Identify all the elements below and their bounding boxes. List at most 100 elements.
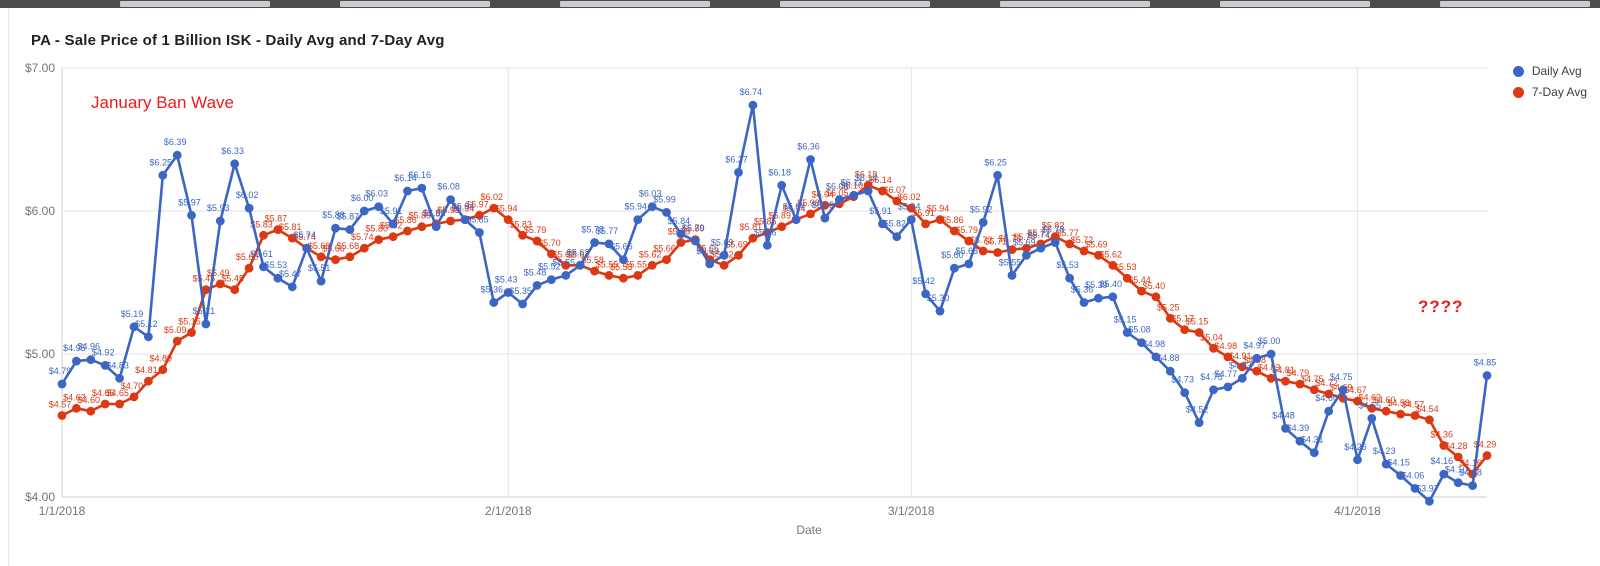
point-value-label: $4.92: [92, 347, 115, 357]
data-point: [489, 203, 499, 213]
point-value-label: $4.96: [78, 342, 101, 352]
data-point: [950, 226, 959, 236]
point-value-label: $5.95: [812, 200, 835, 210]
point-value-label: $4.23: [1373, 446, 1396, 456]
data-point: [719, 260, 729, 270]
point-value-label: $5.15: [1186, 317, 1209, 327]
data-point: [1482, 451, 1492, 460]
data-point: [115, 373, 124, 383]
point-value-label: $6.14: [869, 175, 892, 185]
point-value-label: $6.14: [394, 173, 417, 183]
data-point: [1425, 496, 1434, 506]
y-tick-label: $6.00: [25, 204, 55, 218]
point-value-label: $5.79: [682, 223, 705, 233]
data-point: [561, 260, 571, 270]
point-value-label: $4.75: [1301, 374, 1324, 384]
data-point: [316, 276, 326, 286]
point-value-label: $6.33: [221, 146, 244, 156]
legend-item-7day-avg[interactable]: 7-Day Avg: [1512, 85, 1587, 99]
data-point: [460, 215, 470, 225]
point-value-label: $4.83: [106, 360, 129, 370]
point-value-label: $5.99: [653, 194, 676, 204]
point-value-label: $6.27: [725, 154, 748, 164]
point-value-label: $4.62: [63, 392, 86, 402]
point-value-label: $5.15: [178, 317, 201, 327]
point-value-label: $5.69: [725, 239, 748, 249]
point-value-label: $5.74: [293, 230, 316, 240]
data-point: [374, 235, 384, 245]
point-value-label: $5.66: [653, 244, 676, 254]
data-point: [978, 218, 988, 227]
point-value-label: $5.74: [1028, 230, 1051, 240]
data-point: [1180, 325, 1190, 335]
point-value-label: $4.10: [1445, 465, 1468, 475]
annotation-january-ban-wave: January Ban Wave: [91, 93, 234, 112]
point-value-label: $5.97: [466, 199, 489, 209]
data-point: [273, 225, 283, 235]
data-point: [1108, 292, 1118, 302]
data-point: [172, 336, 182, 346]
point-value-label: $5.94: [625, 202, 648, 212]
point-value-label: $5.94: [452, 204, 475, 214]
point-value-label: $5.17: [1171, 314, 1194, 324]
data-point: [1482, 371, 1492, 380]
data-point: [115, 399, 124, 409]
data-point: [417, 222, 427, 232]
point-value-label: $6.16: [409, 170, 432, 180]
y-tick-label: $5.00: [25, 347, 55, 361]
data-point: [72, 356, 81, 366]
data-point: [1252, 353, 1262, 363]
point-value-label: $5.89: [423, 209, 446, 219]
point-value-label: $5.79: [524, 225, 547, 235]
data-point: [57, 411, 67, 420]
point-value-label: $5.45: [221, 274, 244, 284]
point-value-label: $5.87: [337, 212, 360, 222]
legend-item-daily-avg[interactable]: Daily Avg: [1512, 64, 1587, 78]
point-value-label: $5.52: [538, 262, 561, 272]
point-value-label: $4.97: [1243, 340, 1266, 350]
data-point: [1425, 415, 1434, 425]
point-value-label: $5.81: [279, 222, 302, 232]
point-value-label: $5.51: [308, 263, 331, 273]
point-value-label: $5.93: [207, 203, 230, 213]
chart-card: PA - Sale Price of 1 Billion ISK - Daily…: [8, 8, 1600, 566]
data-point: [690, 236, 700, 246]
data-point: [619, 273, 628, 283]
point-value-label: $5.15: [1114, 315, 1137, 325]
data-point: [777, 180, 787, 190]
data-point: [619, 255, 628, 264]
legend-label-daily-avg: Daily Avg: [1531, 64, 1582, 78]
point-value-label: $4.36: [1431, 430, 1454, 440]
point-value-label: $4.29: [1474, 440, 1497, 450]
data-point: [806, 155, 815, 164]
data-point: [244, 263, 254, 273]
point-value-label: $5.44: [1128, 275, 1151, 285]
point-value-label: $5.89: [409, 211, 432, 221]
data-point: [86, 355, 96, 365]
data-point: [1381, 406, 1391, 416]
point-value-label: $4.91: [1229, 351, 1252, 361]
point-value-label: $4.16: [1459, 458, 1482, 468]
data-point: [978, 246, 988, 256]
point-value-label: $5.98: [797, 198, 820, 208]
point-value-label: $4.55: [1359, 400, 1382, 410]
y-tick-label: $4.00: [25, 490, 55, 504]
point-value-label: $5.53: [1056, 260, 1079, 270]
point-value-label: $5.93: [437, 205, 460, 215]
data-point: [1180, 388, 1190, 397]
data-point: [431, 222, 441, 232]
data-point: [1396, 471, 1405, 480]
point-value-label: $4.57: [1402, 400, 1425, 410]
data-point: [849, 190, 859, 200]
data-point: [331, 223, 340, 233]
point-value-label: $5.00: [1258, 336, 1281, 346]
point-value-label: $4.65: [92, 388, 115, 398]
point-value-label: $5.21: [193, 306, 216, 316]
point-value-label: $6.36: [797, 142, 820, 152]
x-tick-label: 1/1/2018: [39, 504, 86, 518]
point-value-label: $5.12: [135, 319, 158, 329]
point-value-label: $5.25: [1157, 302, 1180, 312]
data-point: [230, 159, 240, 169]
data-point: [201, 285, 211, 294]
data-point: [1079, 298, 1089, 307]
